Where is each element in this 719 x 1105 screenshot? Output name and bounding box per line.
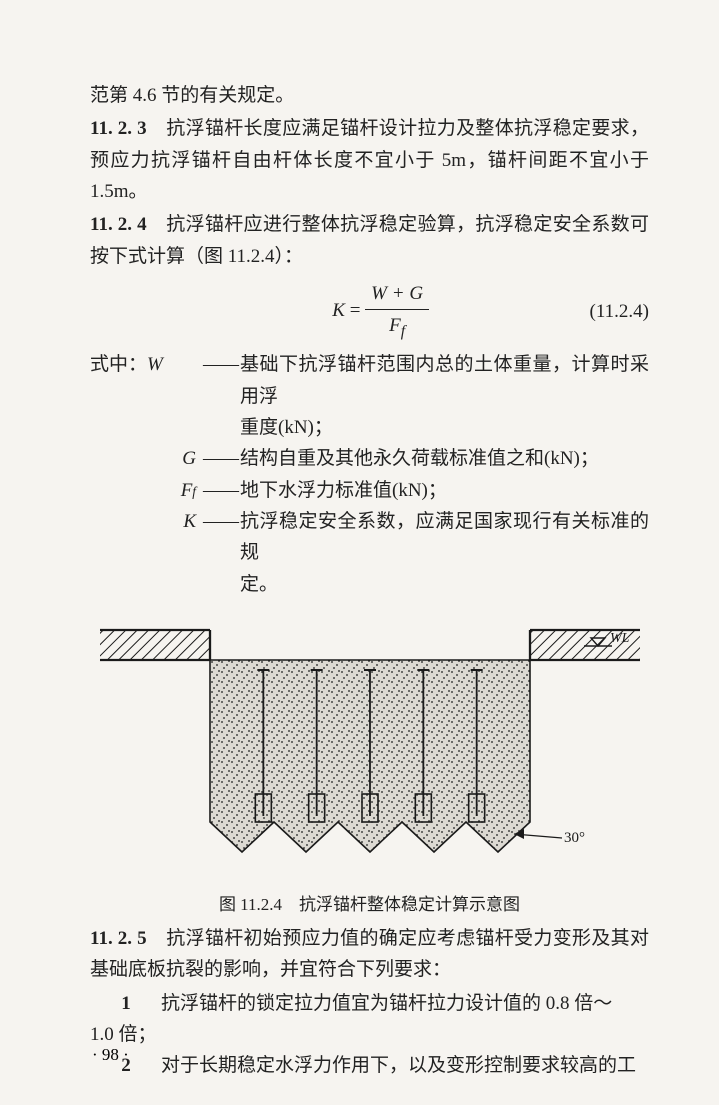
sec-num-11-2-5: 11. 2. 5 xyxy=(90,928,147,949)
symdef-Ff: Ff —— 地下水浮力标准值(kN)； xyxy=(130,475,649,506)
def-K-text1: 抗浮稳定安全系数，应满足国家现行有关标准的规 xyxy=(240,506,649,569)
sec-text-11-2-4: 抗浮锚杆应进行整体抗浮稳定验算，抗浮稳定安全系数可按下式计算（图 11.2.4）… xyxy=(90,214,649,266)
sym-G: G xyxy=(182,448,196,469)
figure-11-2-4: WL 30° 图 11.2.4 抗浮锚杆整体稳定计算示意图 xyxy=(90,610,649,919)
sec-num-11-2-4: 11. 2. 4 xyxy=(90,214,147,235)
symdef-G: G —— 结构自重及其他永久荷载标准值之和(kN)； xyxy=(130,443,649,474)
def-W-text2: 重度(kN)； xyxy=(240,412,649,443)
sec-11-2-5-list: 1 抗浮锚杆的锁定拉力值宜为锚杆拉力设计值的 0.8 倍～ 1.0 倍； 2 对… xyxy=(90,988,649,1082)
sec-text-11-2-3: 抗浮锚杆长度应满足锚杆设计拉力及整体抗浮稳定要求，预应力抗浮锚杆自由杆体长度不宜… xyxy=(90,118,649,202)
def-label: 式中： xyxy=(90,354,147,375)
dash-icon: —— xyxy=(200,443,240,474)
list-item-2: 2 对于长期稳定水浮力作用下，以及变形控制要求较高的工 xyxy=(90,1050,649,1081)
sec-11-2-4: 11. 2. 4 抗浮锚杆应进行整体抗浮稳定验算，抗浮稳定安全系数可按下式计算（… xyxy=(90,209,649,272)
svg-text:30°: 30° xyxy=(564,830,585,846)
sym-Ff: Ff xyxy=(181,480,196,501)
top-continuation: 范第 4.6 节的有关规定。 xyxy=(90,80,649,111)
sym-W: W xyxy=(147,354,163,375)
symdef-K: K —— 抗浮稳定安全系数，应满足国家现行有关标准的规 xyxy=(130,506,649,569)
figure-caption: 图 11.2.4 抗浮锚杆整体稳定计算示意图 xyxy=(90,891,649,919)
def-K-text2: 定。 xyxy=(240,569,649,600)
list-item-1: 1 抗浮锚杆的锁定拉力值宜为锚杆拉力设计值的 0.8 倍～ xyxy=(90,988,649,1019)
svg-text:WL: WL xyxy=(610,631,630,646)
sec-11-2-3: 11. 2. 3 抗浮锚杆长度应满足锚杆设计拉力及整体抗浮稳定要求，预应力抗浮锚… xyxy=(90,113,649,207)
dash-icon: —— xyxy=(200,475,240,506)
sym-K: K xyxy=(183,511,196,532)
list-item-1-cont: 1.0 倍； xyxy=(90,1019,649,1050)
dash-icon: —— xyxy=(200,506,240,537)
formula-lhs: K xyxy=(332,300,345,321)
formula-eq: = xyxy=(345,300,365,321)
symdef-W-cont: 重度(kN)； xyxy=(90,412,649,443)
formula-11-2-4: K = W + GFf (11.2.4) xyxy=(90,278,649,345)
page-number: · 98 · xyxy=(92,1045,129,1065)
symdef-K-cont: 定。 xyxy=(130,569,649,600)
def-W-text1: 基础下抗浮锚杆范围内总的土体重量，计算时采用浮 xyxy=(240,349,649,412)
formula-eqnum: (11.2.4) xyxy=(459,296,649,327)
def-G-text: 结构自重及其他永久荷载标准值之和(kN)； xyxy=(240,443,649,474)
dash-icon: —— xyxy=(200,349,240,380)
symdef-W: 式中：W —— 基础下抗浮锚杆范围内总的土体重量，计算时采用浮 xyxy=(90,349,649,412)
def-Ff-text: 地下水浮力标准值(kN)； xyxy=(240,475,649,506)
formula-num: W + G xyxy=(365,278,429,310)
sec-num-11-2-3: 11. 2. 3 xyxy=(90,118,147,139)
sec-text-11-2-5: 抗浮锚杆初始预应力值的确定应考虑锚杆受力变形及其对基础底板抗裂的影响，并宜符合下… xyxy=(90,928,649,980)
formula-den: Ff xyxy=(365,310,429,345)
formula-fraction: W + GFf xyxy=(365,278,429,345)
item-number: 1 xyxy=(110,988,142,1019)
sec-11-2-5: 11. 2. 5 抗浮锚杆初始预应力值的确定应考虑锚杆受力变形及其对基础底板抗裂… xyxy=(90,923,649,986)
page-content: 范第 4.6 节的有关规定。 11. 2. 3 抗浮锚杆长度应满足锚杆设计拉力及… xyxy=(90,80,649,1082)
anchor-diagram: WL 30° xyxy=(100,610,640,885)
